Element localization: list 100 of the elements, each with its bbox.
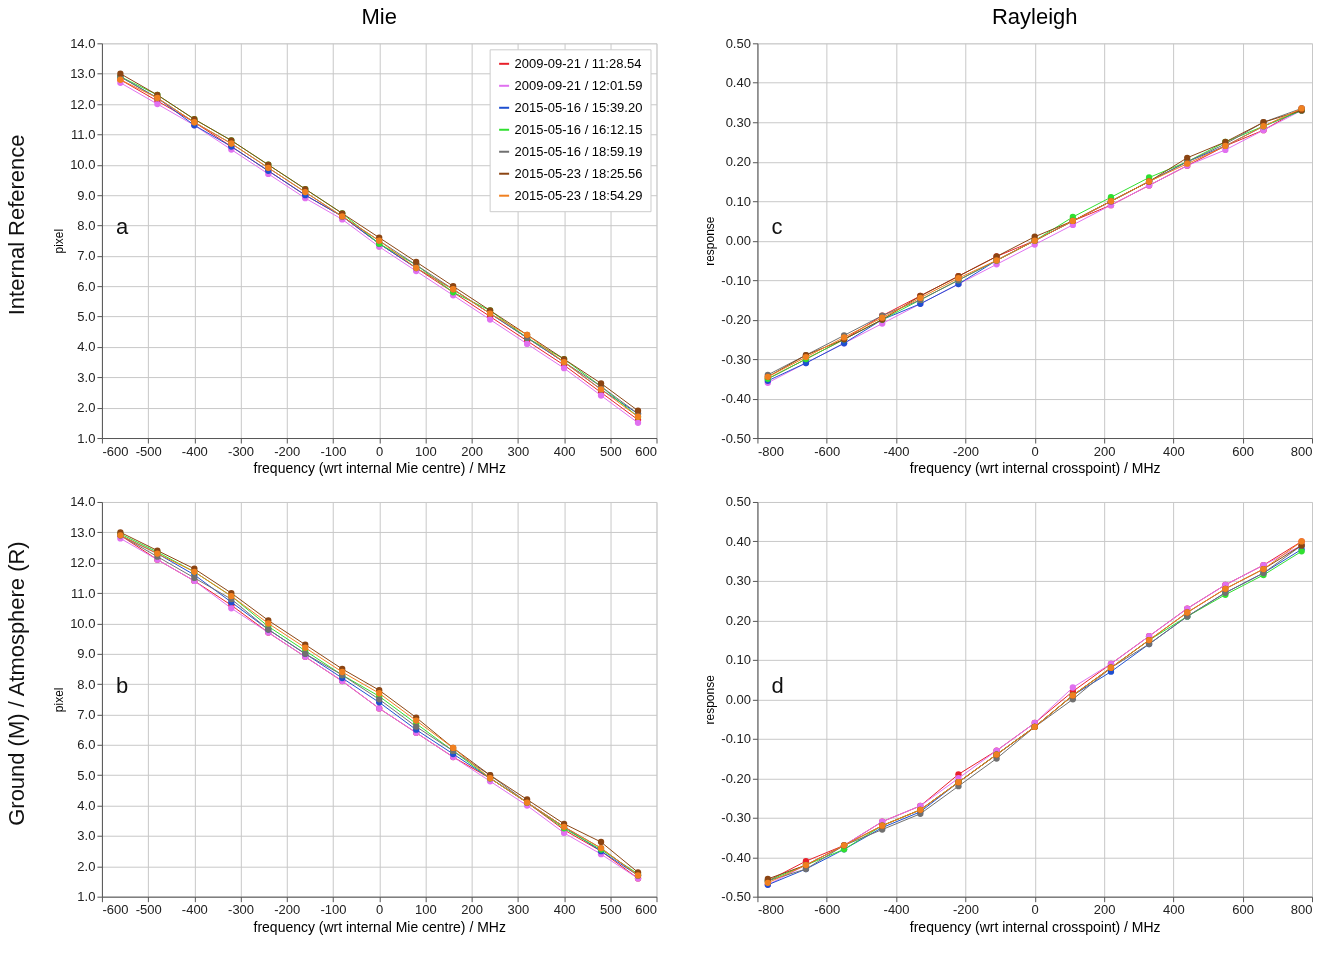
y-tick-label: 0.20	[725, 612, 751, 628]
x-tick-label: -200	[952, 443, 979, 459]
y-tick-label: 5.0	[77, 309, 96, 325]
x-tick-label: 100	[415, 443, 437, 459]
y-tick-label: 9.0	[77, 187, 96, 203]
x-tick-label: -800	[757, 443, 784, 459]
annotation: b	[115, 672, 129, 698]
y-tick-label: 0.10	[725, 652, 751, 668]
y-tick-label: 0.40	[725, 75, 751, 91]
y-tick-label: 6.0	[77, 278, 96, 294]
x-tick-label: 200	[1093, 443, 1116, 459]
y-tick-label: 10.0	[70, 157, 96, 173]
text: Ground (M) / Atmosphere (R)	[3, 541, 29, 826]
y-tick-label: 8.0	[77, 217, 96, 233]
y-tick-label: 7.0	[77, 707, 96, 722]
x-tick-label: 200	[461, 902, 483, 918]
y-tick-label: 1.0	[77, 889, 96, 905]
x-tick-label: 0	[1031, 902, 1039, 918]
y-tick-label: 0.50	[725, 494, 751, 510]
x-tick-label: -200	[274, 902, 301, 918]
x-tick-label: -300	[228, 902, 255, 918]
x-tick-label: -400	[181, 902, 208, 918]
annotation: a	[115, 213, 129, 239]
x-axis-title: frequency (wrt internal Mie centre) / MHz	[253, 460, 506, 477]
x-tick-label: 300	[507, 443, 530, 459]
y-tick-label: -0.50	[721, 889, 751, 905]
y-tick-label: 11.0	[71, 585, 96, 601]
x-tick-label: -600	[814, 902, 841, 918]
x-axis-title: frequency (wrt internal crosspoint) / MHz	[909, 460, 1161, 477]
y-tick-label: 0.10	[725, 193, 751, 209]
x-tick-label: 200	[461, 443, 483, 459]
x-tick-label: -200	[952, 902, 979, 918]
y-tick-label: 9.0	[77, 646, 96, 662]
legend-label: 2015-05-23 / 18:25.56	[514, 165, 643, 181]
y-tick-label: 0.40	[725, 533, 751, 549]
x-tick-label: 400	[1163, 902, 1185, 918]
y-tick-label: 1.0	[77, 430, 96, 446]
x-tick-label: -600	[102, 443, 129, 459]
y-tick-label: 0.30	[725, 114, 751, 130]
legend-label: 2015-05-16 / 15:39.20	[514, 99, 643, 115]
y-tick-label: -0.10	[721, 731, 751, 747]
y-axis-title: pixel	[52, 687, 67, 713]
y-tick-label: -0.40	[721, 849, 751, 865]
legend-label: 2009-09-21 / 12:01.59	[514, 77, 643, 93]
x-tick-label: 100	[415, 902, 437, 918]
y-tick-label: 4.0	[77, 339, 96, 355]
x-tick-label: 400	[553, 902, 576, 918]
x-tick-label: -500	[135, 902, 162, 918]
x-axis-title: frequency (wrt internal crosspoint) / MHz	[909, 919, 1161, 936]
y-tick-label: 5.0	[77, 767, 96, 783]
y-tick-label: 2.0	[77, 858, 96, 874]
y-tick-label: 6.0	[77, 737, 96, 753]
x-tick-label: 500	[599, 443, 622, 459]
x-tick-label: 0	[376, 443, 384, 459]
x-tick-label: 600	[635, 902, 657, 918]
y-tick-label: 13.0	[70, 524, 96, 540]
x-tick-label: -800	[757, 902, 784, 918]
x-tick-label: 0	[376, 902, 384, 918]
x-tick-label: 800	[1290, 443, 1313, 459]
y-tick-label: 2.0	[77, 400, 96, 416]
y-tick-label: -0.40	[721, 391, 751, 407]
legend-label: 2009-09-21 / 11:28.54	[514, 55, 642, 71]
y-tick-label: 8.0	[77, 676, 96, 692]
y-tick-label: 12.0	[70, 555, 96, 571]
y-tick-label: -0.30	[721, 810, 751, 826]
y-tick-label: 0.30	[725, 573, 751, 589]
y-tick-label: 12.0	[70, 96, 96, 112]
chart-title: Mie	[361, 4, 397, 30]
x-tick-label: -400	[883, 902, 910, 918]
x-tick-label: -600	[814, 443, 841, 459]
x-tick-label: 500	[599, 902, 622, 918]
y-tick-label: 3.0	[77, 828, 96, 844]
x-tick-label: -400	[883, 443, 910, 459]
x-tick-label: -400	[181, 443, 208, 459]
y-tick-label: 3.0	[77, 369, 96, 385]
x-tick-label: -200	[274, 443, 301, 459]
y-tick-label: 10.0	[70, 615, 96, 631]
x-tick-label: 400	[1163, 443, 1185, 459]
y-tick-label: 0.50	[725, 35, 751, 51]
x-tick-label: 200	[1093, 902, 1116, 918]
x-axis-title: frequency (wrt internal Mie centre) / MHz	[253, 919, 506, 936]
legend-label: 2015-05-23 / 18:54.29	[514, 187, 643, 203]
y-axis-title: response	[703, 216, 718, 266]
y-tick-label: 4.0	[77, 798, 96, 814]
text: Internal Reference	[3, 134, 29, 316]
y-tick-label: 0.20	[725, 154, 751, 170]
x-tick-label: 0	[1031, 443, 1039, 459]
y-tick-label: -0.30	[721, 351, 751, 367]
x-tick-label: -600	[102, 902, 129, 918]
y-tick-label: 11.0	[71, 126, 96, 142]
y-axis-title: pixel	[52, 228, 67, 254]
legend-label: 2015-05-16 / 16:12.15	[514, 121, 643, 137]
y-tick-label: -0.10	[721, 272, 751, 288]
y-tick-label: 0.00	[725, 233, 751, 249]
y-tick-label: 14.0	[70, 494, 96, 510]
x-tick-label: 400	[553, 443, 576, 459]
chart-title: Rayleigh	[991, 4, 1078, 30]
y-tick-label: 13.0	[70, 66, 96, 82]
x-tick-label: 600	[1232, 443, 1255, 459]
x-tick-label: 300	[507, 902, 530, 918]
